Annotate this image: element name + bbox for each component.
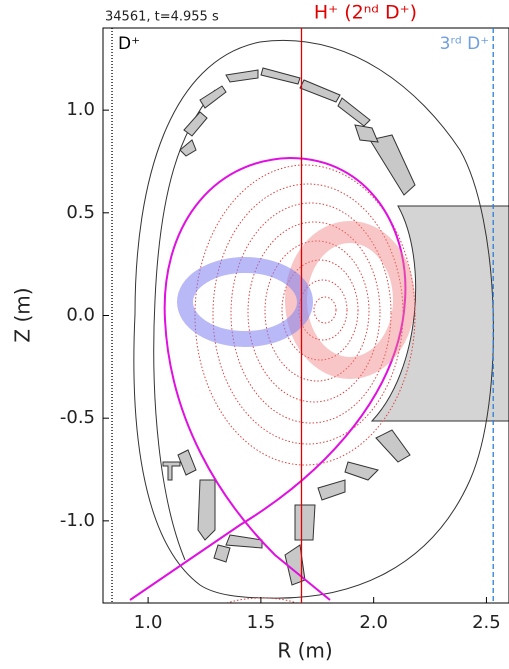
x-axis-label: R (m)	[277, 639, 332, 663]
inner-wall	[153, 89, 216, 561]
y-tick-label: -0.5	[60, 407, 95, 428]
central-column	[370, 205, 509, 422]
orbit-d	[177, 257, 313, 347]
x-tick-label: 1.0	[134, 612, 163, 633]
y-tick-label: 0.5	[66, 202, 95, 223]
vessel-outline	[133, 40, 494, 599]
y-tick-label: 0.0	[66, 305, 95, 326]
machine-geometry	[129, 40, 509, 603]
resonance-label: 3ʳᵈ D⁺	[440, 34, 490, 54]
resonance-label: D⁺	[118, 34, 140, 54]
resonance-label: H⁺ (2ⁿᵈ D⁺)	[314, 2, 417, 24]
wall-tiles	[162, 67, 416, 586]
y-tick-label: -1.0	[60, 510, 95, 531]
x-tick-label: 2.0	[359, 612, 388, 633]
y-axis-label: Z (m)	[11, 287, 35, 342]
x-tick-label: 1.5	[247, 612, 276, 633]
orbit-h	[285, 221, 415, 379]
separatrix	[129, 157, 407, 601]
x-tick-label: 2.5	[472, 612, 501, 633]
chart-title: 34561, t=4.955 s	[105, 10, 219, 25]
separatrix	[163, 157, 331, 601]
y-tick-label: 1.0	[66, 99, 95, 120]
